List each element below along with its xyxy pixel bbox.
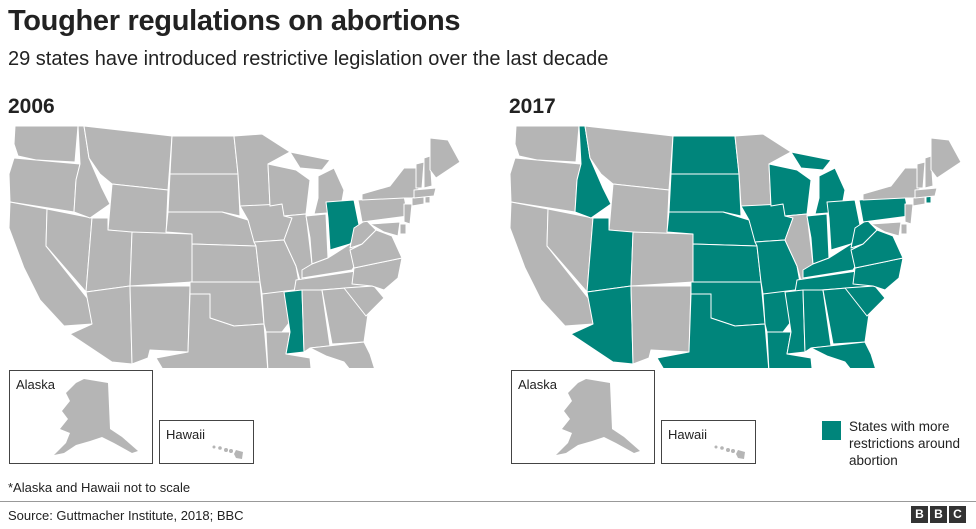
footnote: *Alaska and Hawaii not to scale xyxy=(8,480,191,495)
state-south-carolina xyxy=(343,285,385,317)
state-vermont xyxy=(916,161,926,189)
legend-swatch xyxy=(822,421,841,440)
state-mississippi xyxy=(784,289,806,355)
state-wyoming xyxy=(608,183,670,237)
state-kansas xyxy=(692,243,762,283)
alaska-shape xyxy=(54,379,138,455)
bbc-logo: B B C xyxy=(911,506,966,523)
state-new-jersey xyxy=(403,203,413,225)
state-new-york xyxy=(361,167,421,201)
state-south-dakota xyxy=(668,173,742,217)
state-kansas xyxy=(191,243,261,283)
year-label-2017: 2017 xyxy=(509,95,556,118)
state-massachusetts xyxy=(914,187,938,199)
alaska-shape xyxy=(556,379,640,455)
state-maryland xyxy=(369,221,401,237)
hawaii-label: Hawaii xyxy=(166,427,206,442)
state-vermont xyxy=(415,161,425,189)
chart-subtitle: 29 states have introduced restrictive le… xyxy=(8,48,609,70)
state-maryland xyxy=(870,221,902,237)
chart-title: Tougher regulations on abortions xyxy=(8,5,461,37)
state-new-mexico xyxy=(129,285,191,365)
state-north-dakota xyxy=(169,135,239,175)
state-delaware xyxy=(900,223,908,235)
hawaii-islands xyxy=(212,445,243,459)
footer-divider xyxy=(0,501,976,502)
state-texas xyxy=(155,293,269,368)
state-washington xyxy=(514,125,580,163)
state-washington xyxy=(13,125,79,163)
hawaii-inset-2017: Hawaii xyxy=(661,420,756,464)
state-south-carolina xyxy=(844,285,886,317)
state-south-dakota xyxy=(167,173,241,217)
alaska-label: Alaska xyxy=(518,377,558,392)
us-map-2017 xyxy=(509,125,962,368)
state-new-mexico xyxy=(630,285,692,365)
hawaii-label: Hawaii xyxy=(668,427,708,442)
state-wyoming xyxy=(107,183,169,237)
alaska-inset-2017: Alaska xyxy=(511,370,655,464)
bbc-logo-letter: C xyxy=(949,506,966,523)
state-florida xyxy=(309,341,375,368)
state-colorado xyxy=(129,231,193,287)
state-mississippi xyxy=(283,289,305,355)
alaska-inset-2006: Alaska xyxy=(9,370,153,464)
us-map-2006 xyxy=(8,125,461,368)
state-florida xyxy=(810,341,876,368)
state-massachusetts xyxy=(413,187,437,199)
state-delaware xyxy=(399,223,407,235)
state-maine xyxy=(429,137,461,179)
bbc-logo-letter: B xyxy=(911,506,928,523)
hawaii-islands xyxy=(714,445,745,459)
hawaii-inset-2006: Hawaii xyxy=(159,420,254,464)
year-label-2006: 2006 xyxy=(8,95,55,118)
bbc-logo-letter: B xyxy=(930,506,947,523)
state-colorado xyxy=(630,231,694,287)
state-new-york xyxy=(862,167,922,201)
source-note: Source: Guttmacher Institute, 2018; BBC xyxy=(8,508,244,523)
state-north-dakota xyxy=(670,135,740,175)
state-maine xyxy=(930,137,962,179)
state-texas xyxy=(656,293,770,368)
legend-label: States with more restrictions around abo… xyxy=(849,419,961,468)
state-new-jersey xyxy=(904,203,914,225)
alaska-label: Alaska xyxy=(16,377,56,392)
